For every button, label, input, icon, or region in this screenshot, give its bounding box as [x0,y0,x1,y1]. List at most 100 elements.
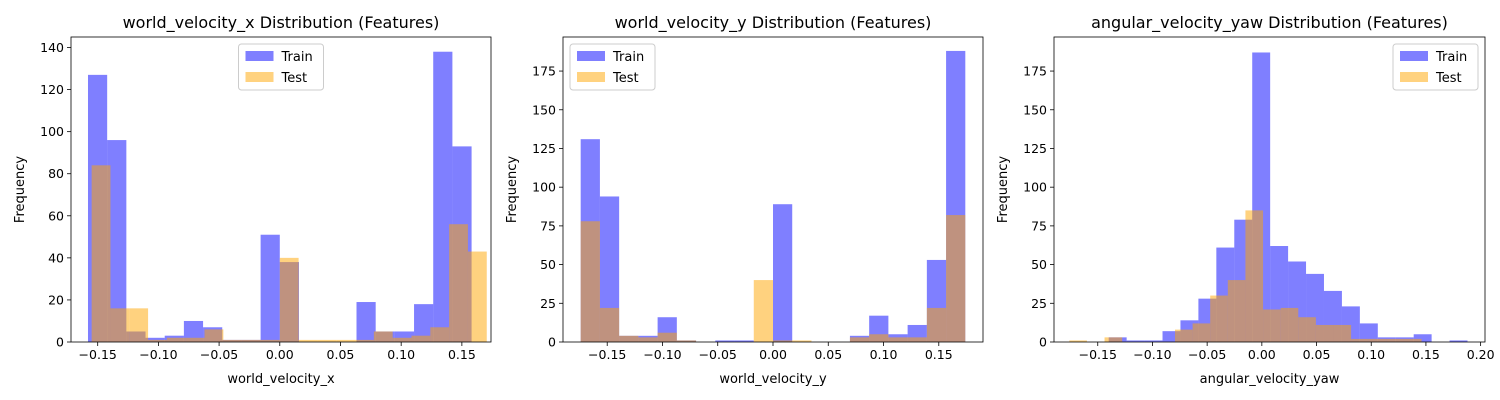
y-tick-label: 80 [48,166,64,181]
axes-frame [1053,36,1486,343]
y-tick-label: 0 [1039,335,1047,350]
histogram-bar [433,51,453,342]
y-tick-label: 0 [56,335,64,350]
histogram-bar [1298,317,1316,342]
histogram-bar [599,196,620,342]
legend-swatch-test [245,72,274,82]
legend-label-test: Test [281,71,308,86]
histogram-bar [1315,324,1334,342]
y-tick-label: 40 [48,250,64,265]
y-tick-label: 150 [532,102,556,117]
x-axis-label: world_velocity_y [719,372,827,387]
histogram-bar [638,337,658,342]
x-axis-label: world_velocity_x [227,372,335,387]
y-tick-label: 75 [540,218,556,233]
x-tick-label: −0.10 [643,347,681,362]
histogram-bar [1263,309,1281,342]
x-tick-label: 0.15 [448,347,476,362]
histogram-bar [129,308,149,342]
y-tick-label: 125 [1023,141,1047,156]
x-tick-label: 0.10 [387,347,415,362]
chart-title: world_velocity_x Distribution (Features) [123,13,440,33]
histogram-bar [657,332,677,342]
histogram-bar [869,334,889,342]
legend-swatch-test [577,72,605,82]
y-axis-label: Frequency [13,156,28,223]
histogram-bar [1104,337,1123,342]
histogram-bar [166,337,186,342]
histogram-bar [392,337,412,342]
histogram-bar [715,340,735,342]
legend-label-train: Train [612,50,644,65]
histogram-bar [1162,331,1181,342]
histogram-bar [317,339,337,342]
histogram-bar [110,308,130,342]
histogram-bar [849,337,870,342]
x-tick-label: 0.10 [870,347,898,362]
histogram-bar [1069,340,1087,342]
x-tick-label: 0.00 [759,347,787,362]
histogram-bar [279,257,299,342]
series-test [91,165,487,342]
histogram-bar [411,335,431,342]
x-tick-label: 0.15 [1412,347,1440,362]
legend-label-train: Train [281,50,313,65]
legend-swatch-test [1400,72,1428,82]
histogram-bar [773,340,793,342]
y-tick-label: 25 [1031,296,1047,311]
legend-label-train: Train [1435,50,1467,65]
histogram-bar [792,340,812,342]
histogram-bar [204,329,224,342]
histogram-bar [91,165,111,342]
legend: Train Test [238,43,324,91]
x-tick-label: −0.15 [1079,347,1117,362]
x-tick-label: 0.00 [266,347,294,362]
y-tick-label: 140 [40,40,64,55]
histogram-bar [1413,334,1432,342]
x-tick-label: 0.10 [1357,347,1385,362]
histogram-bar [1359,323,1378,342]
histogram-bar [946,215,966,342]
y-axis-label: Frequency [505,156,520,223]
histogram-bar [260,339,280,342]
histogram-bar [298,339,318,342]
histogram-bar [242,339,261,342]
histogram-bar [1449,340,1468,342]
histogram-bar [1210,295,1228,342]
y-tick-label: 120 [40,82,64,97]
histogram-bar [888,337,908,342]
histogram-bar [1227,280,1246,342]
legend-label-test: Test [612,71,639,86]
y-tick-label: 175 [532,64,556,79]
histogram-bar [107,140,127,342]
histogram-bar [414,304,434,342]
y-tick-label: 25 [540,296,556,311]
histogram-bar [926,307,947,342]
x-tick-label: −0.10 [139,347,177,362]
histogram-bar [1386,338,1404,342]
y-tick-label: 20 [48,292,64,307]
histogram-bar [676,340,697,342]
histogram-bar [145,337,165,342]
histogram-bar [773,204,793,342]
histogram-bar [599,307,620,342]
histogram-bar [260,234,280,342]
y-tick-label: 150 [1023,102,1047,117]
x-tick-label: 0.00 [1248,347,1276,362]
histogram-bar [185,337,205,342]
histogram-bar [394,331,415,342]
chart-panel-3: −0.15 −0.10 −0.05 0.00 0.05 0.10 0.15 0.20 0 25 50… [996,13,1495,387]
histogram-bar [356,302,376,342]
axes-frame [70,36,492,343]
y-tick-label: 175 [1023,64,1047,79]
histogram-bar [183,320,204,342]
x-tick-label: 0.15 [925,347,953,362]
legend-swatch-train [577,51,605,61]
x-tick-label: −0.05 [200,347,238,362]
x-tick-label: 0.05 [327,347,355,362]
legend-swatch-train [1400,51,1428,61]
histogram-bar [619,335,639,342]
x-tick-label: −0.05 [699,347,737,362]
histogram-bar [355,339,374,342]
